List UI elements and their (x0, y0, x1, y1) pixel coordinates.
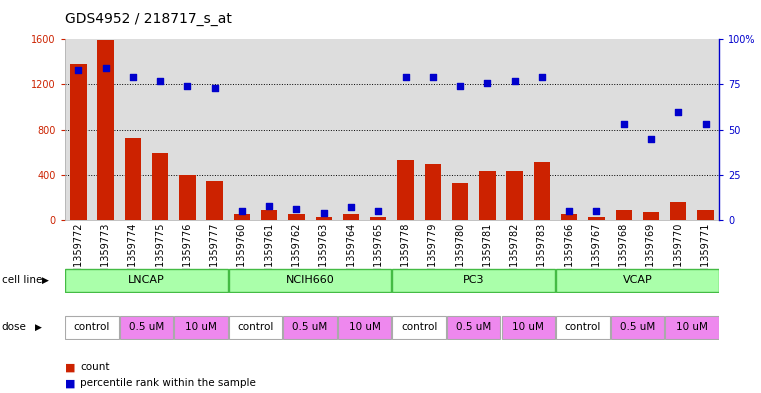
Text: 0.5 uM: 0.5 uM (619, 321, 655, 332)
Text: control: control (401, 321, 438, 332)
Bar (533, 162, 550, 220)
Text: control: control (237, 321, 274, 332)
Text: ▶: ▶ (35, 323, 42, 332)
Bar (447, 316, 501, 339)
Point (427, 74, 439, 81)
Point (672, 108, 684, 115)
Bar (393, 316, 446, 339)
Bar (338, 316, 391, 339)
Text: GDS4952 / 218717_s_at: GDS4952 / 218717_s_at (65, 12, 231, 26)
Bar (125, 138, 141, 220)
Bar (174, 316, 228, 339)
Bar (393, 268, 555, 292)
Point (345, 204, 357, 211)
Bar (670, 202, 686, 220)
Bar (229, 316, 282, 339)
Bar (501, 316, 555, 339)
Bar (697, 210, 714, 220)
Bar (616, 210, 632, 220)
Point (127, 74, 139, 81)
Bar (343, 215, 359, 220)
Point (454, 83, 466, 90)
Bar (507, 171, 523, 220)
Bar (283, 316, 337, 339)
Text: ▶: ▶ (42, 275, 49, 285)
Text: cell line: cell line (2, 275, 42, 285)
Point (591, 208, 603, 214)
Bar (665, 316, 718, 339)
Bar (65, 316, 119, 339)
Point (536, 74, 548, 81)
Text: 0.5 uM: 0.5 uM (456, 321, 492, 332)
Point (618, 121, 630, 127)
Point (291, 206, 303, 212)
Point (236, 208, 248, 214)
Point (372, 208, 384, 214)
Bar (561, 215, 578, 220)
Text: dose: dose (2, 322, 27, 332)
Text: control: control (74, 321, 110, 332)
Point (508, 78, 521, 84)
Bar (261, 210, 277, 220)
Bar (397, 160, 414, 220)
Bar (180, 175, 196, 220)
Point (154, 78, 166, 84)
Bar (65, 268, 228, 292)
Bar (643, 212, 659, 220)
Text: PC3: PC3 (463, 274, 485, 285)
Bar (206, 180, 223, 220)
Point (100, 65, 112, 72)
Bar (119, 316, 174, 339)
Bar (234, 215, 250, 220)
Bar (316, 217, 332, 220)
Bar (229, 268, 391, 292)
Text: NCIH660: NCIH660 (285, 274, 335, 285)
Bar (610, 316, 664, 339)
Bar (452, 183, 468, 220)
Text: 10 uM: 10 uM (676, 321, 708, 332)
Text: ■: ■ (65, 362, 75, 373)
Text: LNCAP: LNCAP (128, 274, 165, 285)
Text: ■: ■ (65, 378, 75, 388)
Text: 0.5 uM: 0.5 uM (129, 321, 164, 332)
Bar (479, 171, 495, 220)
Point (263, 202, 275, 209)
Text: 10 uM: 10 uM (185, 321, 217, 332)
Point (317, 210, 330, 216)
Text: 0.5 uM: 0.5 uM (292, 321, 328, 332)
Bar (288, 215, 304, 220)
Text: 10 uM: 10 uM (349, 321, 380, 332)
Bar (70, 64, 87, 220)
Bar (425, 163, 441, 220)
Text: VCAP: VCAP (622, 274, 652, 285)
Point (699, 121, 712, 127)
Bar (97, 40, 114, 220)
Bar (370, 217, 387, 220)
Bar (152, 153, 168, 220)
Point (645, 136, 657, 142)
Point (181, 83, 193, 90)
Point (209, 85, 221, 91)
Point (72, 67, 84, 73)
Text: count: count (80, 362, 110, 373)
Point (563, 208, 575, 214)
Bar (556, 268, 718, 292)
Point (481, 79, 493, 86)
Bar (588, 217, 605, 220)
Point (400, 74, 412, 81)
Text: control: control (565, 321, 601, 332)
Text: percentile rank within the sample: percentile rank within the sample (80, 378, 256, 388)
Text: 10 uM: 10 uM (512, 321, 544, 332)
Bar (556, 316, 610, 339)
